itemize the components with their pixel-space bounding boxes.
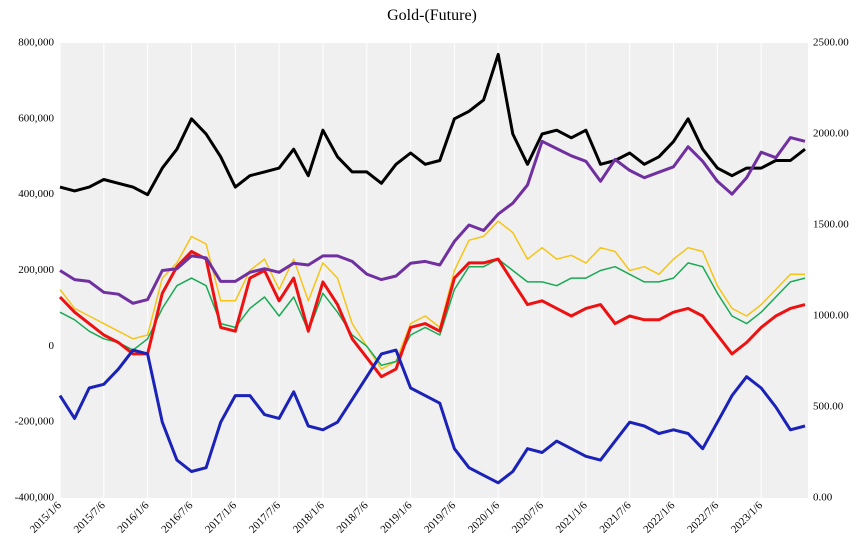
x-tick-label: 2015/1/6	[28, 499, 64, 535]
x-tick-label: 2022/7/6	[685, 499, 721, 535]
y2-tick-label: 500.00	[813, 401, 844, 413]
series-line	[59, 258, 806, 367]
y2-tick-label: 2000.00	[813, 128, 849, 140]
y-tick-label: 200,000	[18, 264, 54, 276]
y-tick-label: 800,000	[18, 37, 54, 49]
y2-tick-label: 1500.00	[813, 219, 849, 231]
series-line	[59, 136, 806, 305]
y2-tick-label: 2500.00	[813, 37, 849, 49]
x-tick-label: 2016/1/6	[115, 499, 151, 535]
x-tick-label: 2019/1/6	[378, 499, 414, 535]
x-tick-label: 2016/7/6	[159, 499, 195, 535]
y2-tick-label: 0.00	[813, 492, 833, 504]
x-tick-label: 2015/7/6	[72, 499, 108, 535]
x-tick-label: 2020/1/6	[466, 499, 502, 535]
chart-title: Gold-(Future)	[387, 7, 477, 24]
plot-area	[60, 43, 808, 498]
series-line	[59, 52, 806, 197]
y-tick-label: -200,000	[15, 416, 55, 428]
x-tick-label: 2018/7/6	[335, 499, 371, 535]
x-tick-label: 2017/1/6	[203, 499, 239, 535]
y-tick-label: -400,000	[15, 492, 55, 504]
x-tick-label: 2018/1/6	[291, 499, 327, 535]
series-line	[59, 220, 805, 370]
x-tick-label: 2017/7/6	[247, 499, 283, 535]
x-tick-label: 2020/7/6	[510, 499, 546, 535]
y-tick-label: 600,000	[18, 112, 54, 124]
series-line	[58, 348, 806, 485]
x-tick-label: 2021/1/6	[554, 499, 590, 535]
y2-tick-label: 1000.00	[813, 310, 849, 322]
x-tick-label: 2022/1/6	[641, 499, 677, 535]
series-line	[58, 250, 806, 379]
x-tick-label: 2023/1/6	[729, 499, 765, 535]
y-tick-label: 0	[49, 340, 55, 352]
x-tick-label: 2021/7/6	[597, 499, 633, 535]
x-tick-label: 2019/7/6	[422, 499, 458, 535]
y-tick-label: 400,000	[18, 188, 54, 200]
